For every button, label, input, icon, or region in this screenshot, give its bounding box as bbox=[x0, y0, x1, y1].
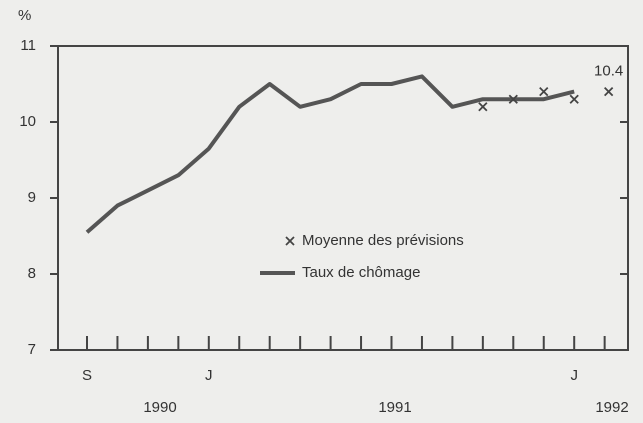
year-label: 1992 bbox=[595, 399, 628, 416]
y-tick-label: 9 bbox=[28, 189, 36, 206]
legend-label: Taux de chômage bbox=[302, 264, 420, 281]
year-label: 1990 bbox=[143, 399, 176, 416]
x-tick-label: J bbox=[205, 367, 213, 384]
y-tick-label: 8 bbox=[28, 265, 36, 282]
y-tick-label: 7 bbox=[28, 341, 36, 358]
y-tick-label: 11 bbox=[20, 37, 36, 54]
y-axis-label: % bbox=[18, 7, 31, 24]
y-tick-label: 10 bbox=[19, 113, 36, 130]
forecast-marker bbox=[478, 102, 488, 112]
line-series bbox=[85, 74, 575, 234]
forecast-marker bbox=[569, 94, 579, 104]
x-tick-label: S bbox=[82, 367, 92, 384]
forecast-marker bbox=[508, 94, 518, 104]
forecast-marker bbox=[604, 86, 614, 97]
forecast-marker bbox=[539, 86, 549, 97]
x-tick-label: J bbox=[570, 367, 578, 384]
year-label: 1991 bbox=[378, 399, 411, 416]
legend-label: Moyenne des prévisions bbox=[302, 232, 464, 249]
forecast-marker bbox=[285, 236, 295, 246]
data-label: 10.4 bbox=[594, 63, 623, 80]
